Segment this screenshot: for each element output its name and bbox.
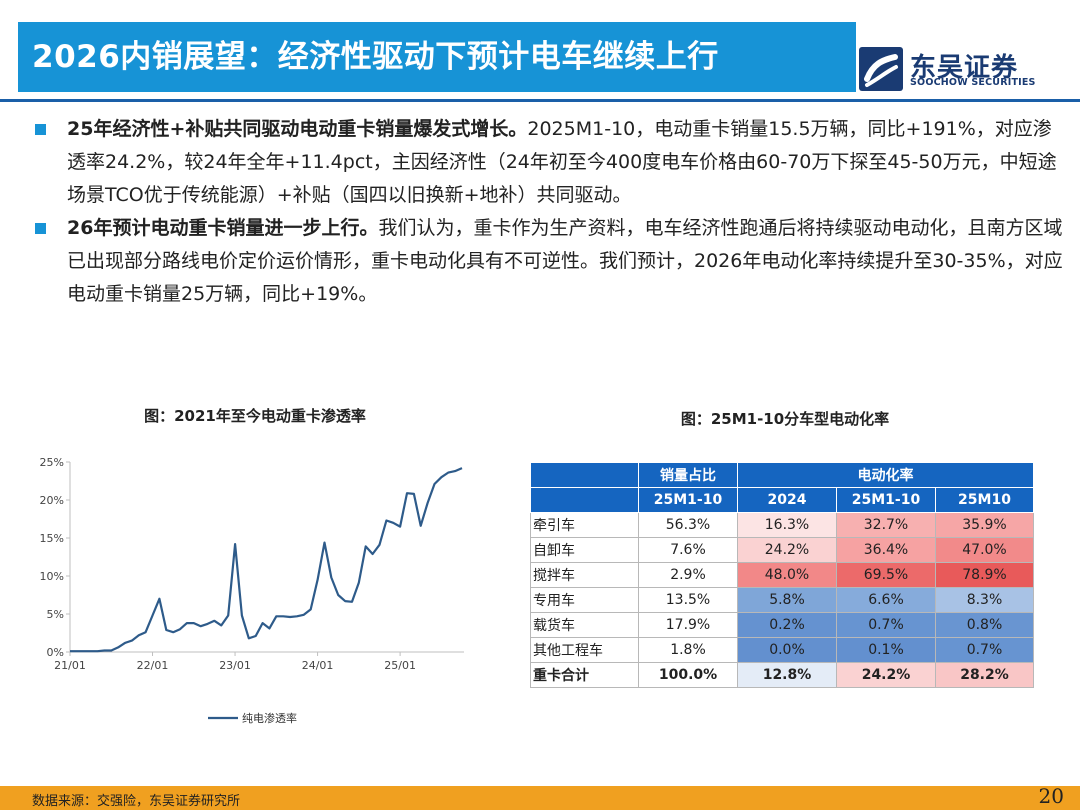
bullet-item: 26年预计电动重卡销量进一步上行。我们认为，重卡作为生产资料，电车经济性跑通后将… [34,212,1064,311]
rate-cell: 78.9% [935,562,1034,588]
x-tick-label: 22/01 [137,659,169,672]
row-label: 其他工程车 [530,637,639,663]
x-axis: 21/01 22/01 23/01 24/01 25/01 [54,651,464,672]
rate-cell: 12.8% [737,662,837,688]
y-tick-label: 25% [40,456,64,469]
table-body: 牵引车 56.3% 16.3% 32.7% 35.9% 自卸车 7.6% 24.2% 36.4%… [530,512,1034,688]
bullet-item: 25年经济性+补贴共同驱动电动重卡销量爆发式增长。2025M1-10，电动重卡销… [34,113,1064,212]
row-label: 牵引车 [530,512,639,538]
y-tick-label: 20% [40,494,64,507]
table-corner-cell [530,462,639,488]
logo-english-name: SOOCHOW SECURITIES [910,77,1036,88]
rate-cell: 36.4% [836,537,936,563]
y-tick-label: 15% [40,532,64,545]
title-bar: 2026内销展望：经济性驱动下预计电车继续上行 [18,22,856,92]
bullet-lead: 26年预计电动重卡销量进一步上行。 [67,217,379,239]
table-header-group-row: 销量占比 电动化率 [530,462,1034,488]
row-label: 专用车 [530,587,639,613]
share-cell: 13.5% [638,587,738,613]
column-header: 25M1-10 [638,487,738,513]
electrification-table: 销量占比 电动化率 25M1-10 2024 25M1-10 25M10 牵引车… [530,462,1034,688]
table-total-row: 重卡合计 100.0% 12.8% 24.2% 28.2% [530,662,1034,688]
rate-cell: 28.2% [935,662,1034,688]
rate-cell: 5.8% [737,587,837,613]
bullet-body: 我们认为，重卡作为生产资料，电车经济性跑通后将持续驱动电动化，且南方区域已出现部… [67,217,1063,305]
table-corner-cell [530,487,639,513]
company-logo: 东吴证券 SOOCHOW SECURITIES [858,46,1080,92]
rate-cell: 16.3% [737,512,837,538]
table-row: 专用车 13.5% 5.8% 6.6% 8.3% [530,587,1034,613]
footer-bar [0,786,1080,810]
legend: 纯电渗透率 [208,711,297,725]
y-tick-label: 0% [47,646,64,659]
column-header: 2024 [737,487,837,513]
header-group-rate: 电动化率 [737,462,1034,488]
rate-cell: 0.0% [737,637,837,663]
rate-cell: 0.7% [935,637,1034,663]
table-row: 载货车 17.9% 0.2% 0.7% 0.8% [530,612,1034,638]
rate-cell: 0.1% [836,637,936,663]
table-row: 自卸车 7.6% 24.2% 36.4% 47.0% [530,537,1034,563]
rate-cell: 69.5% [836,562,936,588]
rate-cell: 32.7% [836,512,936,538]
table-header-row: 25M1-10 2024 25M1-10 25M10 [530,487,1034,513]
soochow-logo-icon [859,47,903,91]
rate-cell: 24.2% [836,662,936,688]
bullet-square-icon [35,223,46,234]
rate-cell: 24.2% [737,537,837,563]
x-tick-label: 24/01 [302,659,334,672]
share-cell: 7.6% [638,537,738,563]
y-axis: 0% 5% 10% 15% 20% 25% [40,456,71,659]
row-label: 搅拌车 [530,562,639,588]
rate-cell: 8.3% [935,587,1034,613]
bullet-list: 25年经济性+补贴共同驱动电动重卡销量爆发式增长。2025M1-10，电动重卡销… [34,113,1064,311]
header-group-share: 销量占比 [638,462,738,488]
x-tick-label: 23/01 [219,659,251,672]
rate-cell: 48.0% [737,562,837,588]
penetration-line-chart: 0% 5% 10% 15% 20% 25% 21/01 22/01 23/01 24/01 25/… [40,456,464,725]
row-label: 自卸车 [530,537,639,563]
bullet-lead: 25年经济性+补贴共同驱动电动重卡销量爆发式增长。 [67,118,528,140]
column-header: 25M1-10 [836,487,936,513]
row-label: 载货车 [530,612,639,638]
share-cell: 100.0% [638,662,738,688]
logo-chinese-name: 东吴证券 [910,53,1019,83]
bullet-body: 2025M1-10，电动重卡销量15.5万辆，同比+191%，对应渗透率24.2… [67,118,1057,206]
rate-cell: 0.7% [836,612,936,638]
share-cell: 17.9% [638,612,738,638]
table-row: 牵引车 56.3% 16.3% 32.7% 35.9% [530,512,1034,538]
column-header: 25M10 [935,487,1034,513]
y-tick-label: 10% [40,570,64,583]
series-group [70,467,463,653]
bullet-square-icon [35,124,46,135]
header-divider [0,99,1080,102]
rate-cell: 0.2% [737,612,837,638]
rate-cell: 47.0% [935,537,1034,563]
series-line-pure-ev [70,467,463,653]
table-row: 其他工程车 1.8% 0.0% 0.1% 0.7% [530,637,1034,663]
rate-cell: 0.8% [935,612,1034,638]
x-tick-label: 21/01 [54,659,86,672]
rate-cell: 6.6% [836,587,936,613]
table-title: 图：25M1-10分车型电动化率 [680,410,890,428]
share-cell: 1.8% [638,637,738,663]
rate-cell: 35.9% [935,512,1034,538]
x-tick-label: 25/01 [384,659,416,672]
y-tick-label: 5% [47,608,64,621]
page-number: 20 [1038,784,1064,808]
data-source: 数据来源：交强险，东吴证券研究所 [32,794,241,809]
share-cell: 56.3% [638,512,738,538]
share-cell: 2.9% [638,562,738,588]
row-label: 重卡合计 [530,662,639,688]
table-row: 搅拌车 2.9% 48.0% 69.5% 78.9% [530,562,1034,588]
legend-label: 纯电渗透率 [242,711,297,725]
line-chart-title: 图：2021年至今电动重卡渗透率 [144,407,366,425]
page-title: 2026内销展望：经济性驱动下预计电车继续上行 [32,39,719,75]
